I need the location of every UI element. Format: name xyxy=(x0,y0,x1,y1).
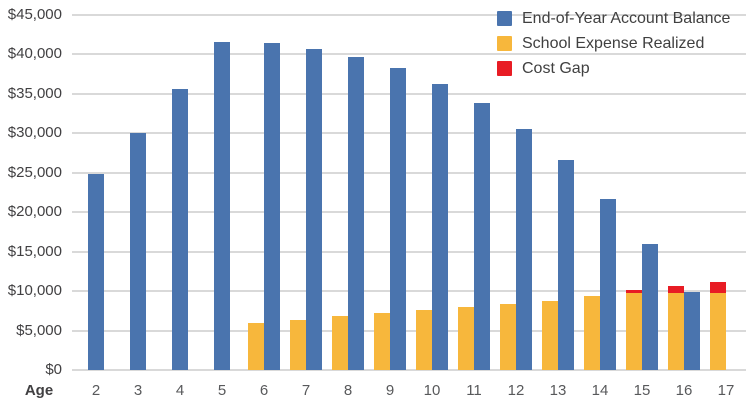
bar-account-balance-age-6 xyxy=(264,43,280,370)
bar-school-expense-age-15 xyxy=(626,293,642,370)
gridline xyxy=(72,14,746,16)
x-tick-label-age-2: 2 xyxy=(91,382,101,399)
legend: End-of-Year Account Balance School Expen… xyxy=(497,10,730,85)
y-tick-label: $5,000 xyxy=(16,322,62,339)
bar-school-expense-age-16 xyxy=(668,293,684,370)
x-tick-label-age-17: 17 xyxy=(717,382,735,399)
x-tick-label-age-16: 16 xyxy=(675,382,693,399)
gridline xyxy=(72,251,746,253)
legend-label-balance: End-of-Year Account Balance xyxy=(522,10,731,27)
bar-school-expense-age-17 xyxy=(710,293,726,370)
bar-account-balance-age-13 xyxy=(558,160,574,370)
bar-account-balance-age-8 xyxy=(348,57,364,370)
y-tick-label: $30,000 xyxy=(7,124,62,141)
x-tick-label-age-4: 4 xyxy=(175,382,185,399)
y-tick-label: $15,000 xyxy=(7,243,62,260)
bar-account-balance-age-10 xyxy=(432,84,448,370)
y-tick-label: $10,000 xyxy=(7,282,62,299)
bar-account-balance-age-3 xyxy=(130,133,146,370)
bar-cost-gap-age-17 xyxy=(710,282,726,293)
y-tick-label: $35,000 xyxy=(7,85,62,102)
bar-account-balance-age-2 xyxy=(88,174,104,370)
y-tick-label: $25,000 xyxy=(7,164,62,181)
bar-account-balance-age-9 xyxy=(390,68,406,370)
x-tick-label-age-14: 14 xyxy=(591,382,609,399)
bar-account-balance-age-14 xyxy=(600,199,616,370)
x-tick-label-age-13: 13 xyxy=(549,382,567,399)
legend-item-cost-gap: Cost Gap xyxy=(497,60,730,77)
bar-school-expense-age-7 xyxy=(290,320,306,370)
legend-label-gap: Cost Gap xyxy=(522,60,590,77)
gridline xyxy=(72,93,746,95)
legend-item-school-expense: School Expense Realized xyxy=(497,35,730,52)
gridline xyxy=(72,290,746,292)
y-tick-label: $40,000 xyxy=(7,45,62,62)
bar-school-expense-age-11 xyxy=(458,307,474,370)
bar-school-expense-age-6 xyxy=(248,323,264,370)
bar-school-expense-age-9 xyxy=(374,313,390,370)
y-tick-label: $45,000 xyxy=(7,6,62,23)
legend-swatch-balance-icon xyxy=(497,11,512,26)
plot-area xyxy=(72,14,746,371)
x-tick-label-age-7: 7 xyxy=(301,382,311,399)
x-tick-label-age-15: 15 xyxy=(633,382,651,399)
bar-school-expense-age-13 xyxy=(542,301,558,370)
bar-account-balance-age-4 xyxy=(172,89,188,370)
legend-label-expense: School Expense Realized xyxy=(522,35,705,52)
bar-school-expense-age-14 xyxy=(584,296,600,370)
bar-school-expense-age-8 xyxy=(332,316,348,370)
bar-account-balance-age-16 xyxy=(684,292,700,370)
x-tick-label-age-8: 8 xyxy=(343,382,353,399)
x-tick-label-age-5: 5 xyxy=(217,382,227,399)
legend-swatch-gap-icon xyxy=(497,61,512,76)
bar-cost-gap-age-15 xyxy=(626,290,642,293)
gridline xyxy=(72,132,746,134)
gridline xyxy=(72,369,746,371)
gridline xyxy=(72,172,746,174)
x-axis-title: Age xyxy=(24,382,54,399)
x-tick-label-age-3: 3 xyxy=(133,382,143,399)
gridline xyxy=(72,53,746,55)
bar-account-balance-age-15 xyxy=(642,244,658,370)
y-tick-label: $20,000 xyxy=(7,203,62,220)
bar-account-balance-age-5 xyxy=(214,42,230,370)
gridline xyxy=(72,211,746,213)
x-tick-label-age-11: 11 xyxy=(466,382,482,399)
bar-school-expense-age-10 xyxy=(416,310,432,370)
y-tick-label: $0 xyxy=(45,361,62,378)
bar-cost-gap-age-16 xyxy=(668,286,684,293)
x-tick-label-age-10: 10 xyxy=(423,382,441,399)
bar-account-balance-age-12 xyxy=(516,129,532,370)
bar-account-balance-age-7 xyxy=(306,49,322,370)
x-tick-label-age-9: 9 xyxy=(385,382,395,399)
bar-school-expense-age-12 xyxy=(500,304,516,370)
x-tick-label-age-12: 12 xyxy=(507,382,525,399)
x-tick-label-age-6: 6 xyxy=(259,382,269,399)
bar-account-balance-age-11 xyxy=(474,103,490,370)
gridline xyxy=(72,330,746,332)
legend-item-account-balance: End-of-Year Account Balance xyxy=(497,10,730,27)
legend-swatch-expense-icon xyxy=(497,36,512,51)
